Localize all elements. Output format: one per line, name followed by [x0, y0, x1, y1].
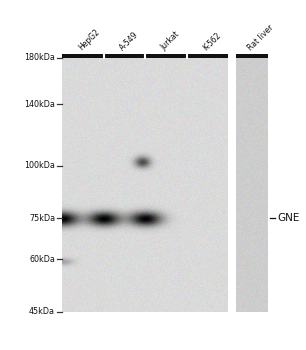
Bar	[62, 54, 228, 58]
Text: K-562: K-562	[201, 30, 222, 52]
Text: 140kDa: 140kDa	[24, 99, 55, 108]
Text: Rat liver: Rat liver	[246, 23, 275, 52]
Bar	[236, 54, 268, 58]
Text: Jurkat: Jurkat	[159, 30, 182, 52]
Text: 45kDa: 45kDa	[29, 308, 55, 316]
Text: A-549: A-549	[118, 30, 140, 52]
Text: GNE: GNE	[277, 214, 299, 223]
Text: 180kDa: 180kDa	[24, 54, 55, 63]
Text: 60kDa: 60kDa	[29, 255, 55, 264]
Text: HepG2: HepG2	[76, 27, 101, 52]
Text: 100kDa: 100kDa	[24, 161, 55, 170]
Text: 75kDa: 75kDa	[29, 214, 55, 223]
